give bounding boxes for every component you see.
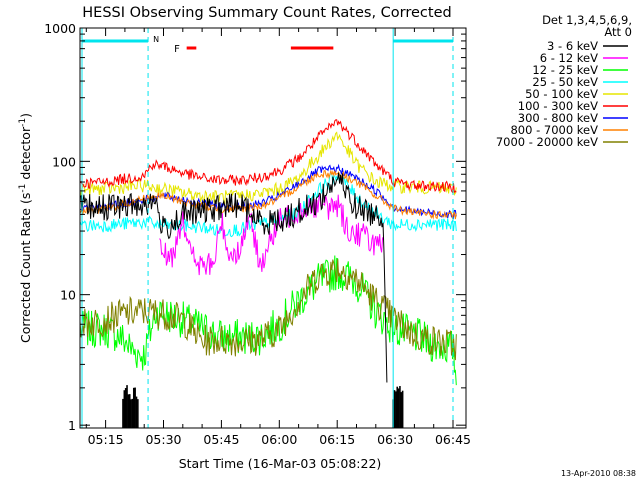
- series-line-0: [80, 172, 388, 383]
- x-tick-label: 06:15: [319, 432, 355, 447]
- legend-label: 300 - 800 keV: [518, 111, 598, 125]
- chart-title: HESSI Observing Summary Count Rates, Cor…: [82, 5, 451, 21]
- y-tick-label: 100: [52, 154, 76, 169]
- footer-timestamp: 13-Apr-2010 08:38: [561, 469, 636, 478]
- x-tick-label: 06:00: [261, 432, 297, 447]
- observation-overlays: NF: [81, 28, 454, 428]
- x-tick-label: 05:15: [88, 432, 124, 447]
- legend-label: 7000 - 20000 keV: [496, 135, 598, 149]
- x-tick-label: 06:30: [377, 432, 413, 447]
- x-tick-label: 06:45: [435, 432, 471, 447]
- x-tick-label: 05:45: [203, 432, 239, 447]
- y-tick-label: 10: [60, 288, 76, 303]
- x-tick-label: 05:30: [145, 432, 181, 447]
- legend-label: 25 - 50 keV: [532, 75, 598, 89]
- plot-frame: [79, 27, 467, 429]
- y-axis-label: Corrected Count Rate (s-1 detector-1): [18, 113, 33, 343]
- axis-ticks: 05:15 05:30 05:45 06:00 06:15 06:30 06:45 1 10 10…: [44, 21, 471, 447]
- plot-data-area: [80, 119, 457, 428]
- y-axis-label-sup1: -1: [18, 184, 28, 193]
- series-line-5: [80, 119, 457, 194]
- series-group: [80, 119, 457, 428]
- flare-marker-label: F: [174, 44, 180, 55]
- legend-label: 100 - 300 keV: [518, 99, 598, 113]
- legend-label: 12 - 25 keV: [532, 63, 598, 77]
- y-axis-label-sup2: -1: [18, 118, 28, 127]
- series-line-1: [159, 194, 384, 276]
- night-marker-label: N: [153, 35, 159, 44]
- legend-header-2: Att 0: [604, 25, 632, 39]
- x-axis-label: Start Time (16-Mar-03 05:08:22): [179, 456, 382, 471]
- series-line-4: [80, 131, 457, 205]
- y-axis-label-end: ): [18, 113, 33, 118]
- y-tick-label: 1000: [44, 21, 76, 36]
- legend-label: 50 - 100 keV: [525, 87, 598, 101]
- legend-label: 3 - 6 keV: [547, 39, 598, 53]
- y-axis-label-main: Corrected Count Rate (s: [18, 193, 33, 343]
- y-tick-label: 1: [68, 418, 76, 433]
- legend-label: 6 - 12 keV: [540, 51, 598, 65]
- y-axis-label-mid: detector: [18, 126, 33, 184]
- legend-header-1: Det 1,3,4,5,6,9,: [542, 13, 632, 27]
- legend-label: 800 - 7000 keV: [510, 123, 598, 137]
